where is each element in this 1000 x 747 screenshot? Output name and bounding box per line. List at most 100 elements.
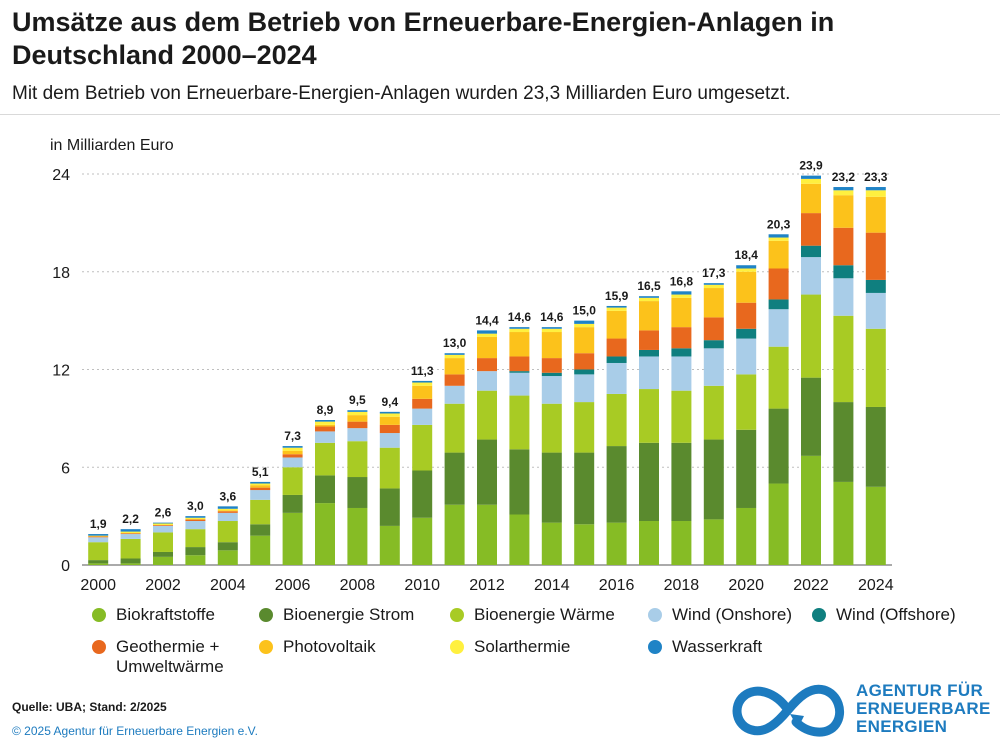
legend-item: Biokraftstoffe: [92, 605, 215, 625]
bar-segment: [250, 481, 271, 484]
y-tick-label: 24: [52, 167, 70, 184]
bar-segment: [703, 288, 724, 318]
legend-swatch: [648, 608, 662, 622]
bar-segment: [509, 327, 530, 329]
y-tick-label: 18: [52, 265, 70, 282]
stacked-bar-chart: in Milliarden Euro 0 6 12 18 24 1,9 2000 2,2 2,6 2…: [50, 137, 894, 594]
bar-segment: [315, 426, 335, 432]
bar-segment: [379, 433, 400, 448]
bar-total-label: 15,9: [605, 289, 629, 303]
legend-label: Wind (Offshore): [836, 605, 956, 624]
bar-segment: [120, 558, 141, 564]
legend-label: Geothermie + Umweltwärme: [116, 637, 224, 676]
bar-segment: [703, 519, 724, 565]
bar-segment: [282, 450, 303, 455]
bar-segment: [606, 393, 627, 447]
bar-segment: [444, 385, 465, 404]
bar-segment: [639, 349, 659, 357]
bar-segment: [444, 504, 465, 565]
bar-segment: [865, 279, 886, 293]
bar-segment: [574, 452, 595, 525]
bar-segment: [217, 512, 238, 522]
bar-segment: [639, 296, 659, 298]
bar-segment: [509, 514, 530, 565]
legend-item: Geothermie + Umweltwärme: [92, 637, 224, 677]
bar-segment: [509, 395, 530, 450]
bar-segment: [477, 333, 497, 337]
bar-segment: [347, 477, 368, 508]
bar-total-label: 16,8: [670, 274, 694, 288]
legend-swatch: [648, 640, 662, 654]
bar-segment: [153, 532, 173, 552]
bar-total-label: 23,2: [832, 170, 856, 184]
bar-segment: [477, 439, 497, 505]
infinity-logo-icon: [732, 684, 844, 737]
header-divider: [0, 114, 1000, 115]
bar-segment: [606, 446, 627, 523]
legend-item: Bioenergie Wärme: [450, 605, 615, 625]
bar-segment: [250, 490, 271, 500]
bar-segment: [120, 529, 141, 532]
bar-segment: [217, 542, 238, 551]
bar-segment: [671, 442, 692, 522]
x-tick-label: 2000: [80, 577, 116, 594]
bar-segment: [541, 403, 562, 453]
bar-segment: [217, 550, 238, 565]
bar-segment: [736, 328, 757, 339]
bar-segment: [509, 328, 530, 333]
x-tick-label: 2014: [534, 577, 570, 594]
bar-total-label: 3,6: [219, 489, 236, 503]
bar-segment: [574, 524, 595, 565]
x-tick-label: 2024: [858, 577, 894, 594]
bar-segment: [671, 348, 692, 357]
bar-segment: [801, 175, 821, 179]
bar-segment: [509, 449, 530, 515]
legend-item: Wind (Onshore): [648, 605, 792, 625]
legend-swatch: [450, 640, 464, 654]
bar-segment: [639, 442, 659, 522]
legend-label: Bioenergie Strom: [283, 605, 415, 624]
bar-segment: [606, 338, 627, 357]
bar-segment: [833, 402, 854, 482]
bar-segment: [217, 508, 238, 511]
bar-segment: [88, 542, 109, 561]
chart-legend: Biokraftstoffe Bioenergie Strom Bioenergie…: [92, 605, 972, 679]
bar-segment: [477, 330, 497, 334]
bar-segment: [736, 374, 757, 430]
bar-segment: [865, 232, 886, 280]
legend-item: Solarthermie: [450, 637, 570, 657]
bar-segment: [315, 424, 335, 427]
x-tick-label: 2020: [728, 577, 764, 594]
bar-total-label: 18,4: [735, 248, 759, 262]
bar-segment: [412, 517, 433, 565]
legend-swatch: [92, 640, 106, 654]
bar-segment: [865, 190, 886, 197]
bar-segment: [671, 294, 692, 298]
bar-segment: [282, 512, 303, 565]
bar-segment: [801, 245, 821, 258]
bar-segment: [477, 504, 497, 565]
bar-segment: [833, 278, 854, 316]
bar-segment: [768, 299, 789, 310]
bar-segment: [217, 510, 238, 512]
y-tick-label: 6: [61, 460, 70, 477]
bar-segment: [833, 265, 854, 279]
bar-segment: [606, 356, 627, 363]
bar-segment: [347, 428, 368, 442]
bar-segment: [671, 521, 692, 565]
legend-item: Bioenergie Strom: [259, 605, 414, 625]
bar-segment: [768, 240, 789, 269]
bar-segment: [250, 483, 271, 486]
bar-segment: [88, 536, 109, 538]
bar-segment: [412, 380, 433, 383]
bar-segment: [477, 371, 497, 391]
bar-segment: [477, 336, 497, 359]
legend-label: Biokraftstoffe: [116, 605, 215, 624]
bar-total-label: 15,0: [573, 304, 597, 318]
bar-total-label: 9,5: [349, 393, 366, 407]
bar-segment: [574, 369, 595, 375]
bar-segment: [347, 507, 368, 565]
chart-subtitle: Mit dem Betrieb von Erneuerbare-Energien…: [12, 83, 791, 104]
bar-segment: [703, 317, 724, 341]
bar-segment: [703, 348, 724, 386]
